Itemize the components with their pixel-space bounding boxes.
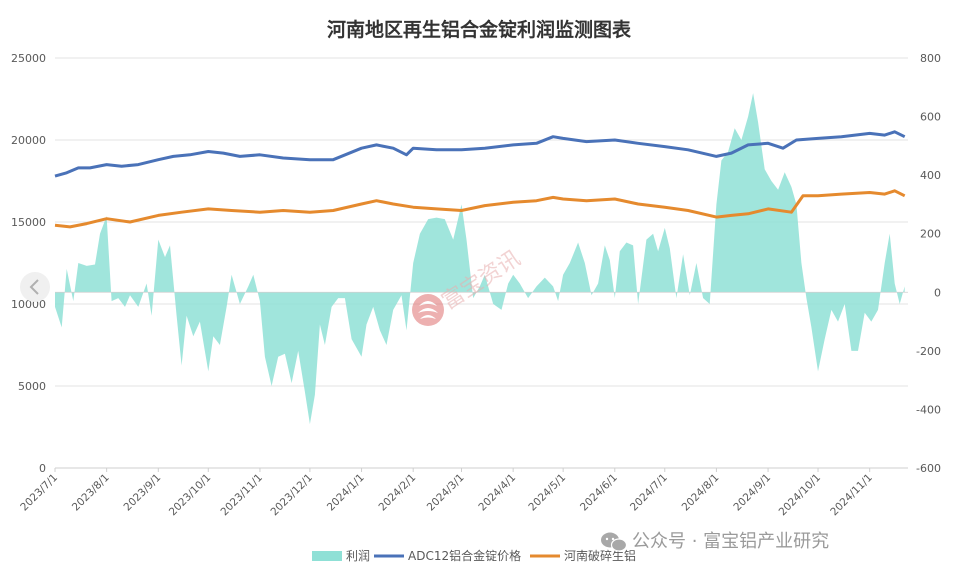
x-tick-label: 2023/12/1 [268, 472, 315, 519]
x-tick-label: 2024/11/1 [828, 472, 875, 519]
fubao-logo-icon [412, 294, 444, 326]
right-tick-label: 800 [920, 52, 941, 65]
x-tick-label: 2023/11/1 [218, 472, 265, 519]
x-tick-label: 2024/5/1 [526, 472, 568, 514]
legend-label: ADC12铝合金锭价格 [408, 548, 521, 563]
x-tick-label: 2024/10/1 [777, 472, 824, 519]
right-tick-label: 200 [920, 228, 941, 241]
left-tick-label: 15000 [11, 216, 46, 229]
x-tick-label: 2024/4/1 [476, 472, 518, 514]
x-tick-label: 2024/2/1 [376, 472, 418, 514]
x-tick-label: 2024/7/1 [628, 472, 670, 514]
right-tick-label: -400 [916, 403, 941, 416]
left-tick-label: 0 [39, 462, 46, 475]
x-axis-ticks: 2023/7/1 2023/8/1 2023/9/1 2023/10/1 2023/11… [18, 468, 875, 518]
profit-area-series [55, 93, 908, 425]
x-tick-label: 2024/8/1 [680, 472, 722, 514]
left-tick-label: 5000 [18, 380, 46, 393]
x-tick-label: 2023/9/1 [122, 472, 164, 514]
left-tick-label: 20000 [11, 134, 46, 147]
legend: 利润 ADC12铝合金锭价格 河南破碎生铝 [312, 548, 636, 563]
price-line-series [54, 130, 906, 229]
legend-swatch [312, 551, 342, 561]
x-tick-label: 2023/10/1 [167, 472, 214, 519]
legend-label: 河南破碎生铝 [564, 548, 636, 563]
right-tick-label: 400 [920, 169, 941, 182]
footer: 公众号 · 富宝铝产业研究 [601, 531, 829, 552]
legend-label: 利润 [346, 549, 370, 563]
x-tick-label: 2023/7/1 [18, 472, 60, 514]
x-tick-label: 2024/9/1 [731, 472, 773, 514]
chart-title: 河南地区再生铝合金锭利润监测图表 [327, 18, 632, 41]
left-tick-label: 25000 [11, 52, 46, 65]
series-line [54, 130, 906, 178]
right-axis-ticks: -600 -400 -200 0 200 400 600 800 [916, 52, 941, 475]
x-tick-label: 2023/8/1 [70, 472, 112, 514]
right-tick-label: -600 [916, 462, 941, 475]
right-tick-label: 600 [920, 111, 941, 124]
right-tick-label: -200 [916, 345, 941, 358]
series-line [54, 189, 906, 229]
chevron-left-icon [29, 279, 39, 295]
prev-button[interactable] [20, 272, 50, 302]
profit-area [55, 93, 905, 425]
footer-text: 公众号 · 富宝铝产业研究 [632, 531, 829, 552]
x-tick-label: 2024/1/1 [325, 472, 367, 514]
x-tick-label: 2024/6/1 [578, 472, 620, 514]
right-tick-label: 0 [934, 286, 941, 299]
x-tick-label: 2024/3/1 [425, 472, 467, 514]
wechat-icon [601, 532, 628, 552]
